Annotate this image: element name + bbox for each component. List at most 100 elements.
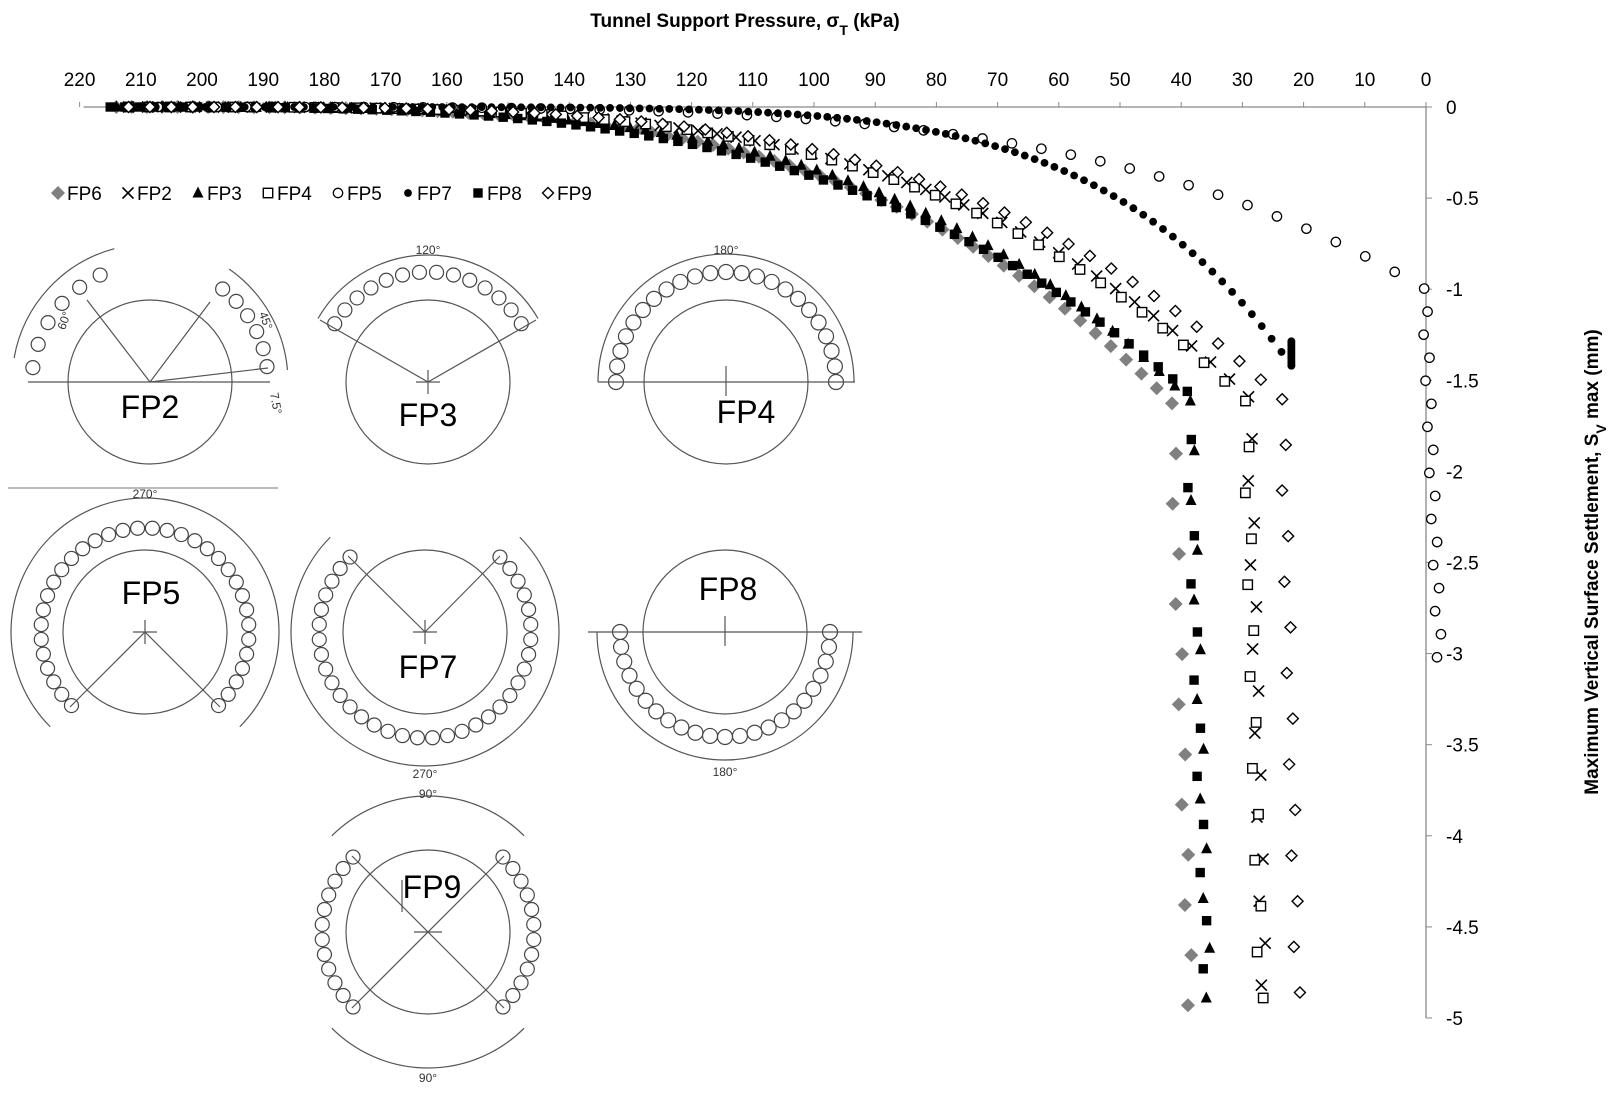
- data-point: [1065, 149, 1077, 161]
- data-point: [542, 116, 552, 127]
- data-point: [1427, 444, 1439, 456]
- data-point: [1138, 350, 1149, 360]
- data-point: [971, 136, 980, 145]
- bead: [327, 873, 343, 889]
- bead: [321, 961, 337, 977]
- data-point: [1248, 625, 1260, 637]
- data-point: [852, 115, 861, 124]
- data-point: [586, 103, 595, 112]
- bead: [259, 358, 275, 375]
- data-point: [1124, 163, 1136, 174]
- data-point: [1168, 597, 1183, 612]
- y-tick-label: -1: [1446, 280, 1463, 301]
- bead: [817, 328, 835, 345]
- data-point: [685, 105, 693, 114]
- data-point: [1271, 211, 1283, 222]
- data-point: [1431, 651, 1443, 663]
- data-point: [951, 132, 960, 140]
- bead: [812, 667, 829, 684]
- radial-line: [149, 301, 211, 383]
- bead: [796, 692, 813, 709]
- y-tick-label: -1.5: [1446, 371, 1479, 392]
- data-point: [1080, 176, 1088, 185]
- data-point: [912, 124, 921, 133]
- data-point: [1006, 137, 1018, 149]
- data-point: [1243, 441, 1255, 453]
- bead: [101, 526, 117, 543]
- x-tick-label: 10: [1354, 70, 1375, 91]
- data-point: [909, 181, 920, 193]
- data-point: [847, 185, 858, 195]
- data-point: [888, 174, 900, 185]
- data-point: [629, 128, 639, 139]
- angle-label: 270°: [413, 767, 438, 781]
- data-point: [1291, 894, 1305, 908]
- legend-marker: [51, 186, 65, 200]
- bead: [658, 281, 675, 298]
- data-point: [1275, 392, 1289, 406]
- data-point: [1198, 819, 1209, 830]
- bead: [637, 692, 654, 709]
- data-point: [842, 174, 854, 186]
- legend-item-fp9: FP9: [541, 184, 592, 205]
- data-point: [971, 207, 982, 219]
- data-point: [720, 126, 734, 140]
- bead: [810, 314, 827, 331]
- bead: [228, 293, 244, 309]
- data-point: [1189, 675, 1199, 685]
- data-point: [906, 209, 916, 219]
- data-point: [546, 103, 555, 112]
- data-point: [950, 198, 962, 210]
- data-point: [527, 115, 538, 125]
- bead: [523, 631, 539, 648]
- bead: [773, 712, 790, 729]
- data-point: [1281, 529, 1295, 543]
- legend-label: FP4: [277, 184, 312, 205]
- bead: [220, 562, 236, 578]
- x-tick-label: 170: [370, 70, 402, 91]
- data-point: [996, 258, 1011, 273]
- data-point: [656, 117, 670, 131]
- data-point: [658, 133, 669, 144]
- data-point: [1191, 692, 1203, 704]
- data-point: [1282, 757, 1296, 771]
- axes: 220 210 200 190 180 170 160 150 140 130 120 110 100 9…: [64, 70, 1479, 1030]
- data-point: [1044, 278, 1056, 290]
- data-point: [1119, 352, 1134, 367]
- data-point: [1201, 915, 1212, 926]
- diagram-fp8: FP8 180°: [588, 549, 862, 779]
- bead: [502, 687, 518, 704]
- angle-arc: [10, 497, 280, 728]
- angle-label: 90°: [419, 787, 437, 801]
- data-point: [1254, 373, 1268, 387]
- data-point: [1189, 531, 1200, 541]
- angle-arc: [331, 795, 525, 837]
- diagram-label: FP7: [399, 649, 458, 685]
- bead: [616, 653, 633, 670]
- data-point: [1022, 269, 1032, 279]
- data-point: [1168, 446, 1183, 461]
- data-point: [1094, 155, 1106, 167]
- legend: FP6 FP2 FP3 FP4 FP5 FP7 FP8 FP9: [51, 184, 592, 205]
- bead: [332, 687, 348, 704]
- data-point: [1184, 394, 1196, 406]
- data-point: [920, 215, 931, 226]
- data-point: [506, 105, 520, 119]
- bead: [760, 719, 777, 736]
- diagram-label: FP8: [699, 571, 758, 607]
- data-point: [122, 100, 136, 114]
- data-point: [570, 109, 584, 123]
- data-point: [1277, 348, 1286, 356]
- data-point: [922, 126, 930, 134]
- data-point: [625, 104, 634, 113]
- data-point: [991, 217, 1003, 229]
- bead: [63, 550, 80, 567]
- series-fp4: [123, 101, 1269, 1004]
- bead: [621, 667, 638, 684]
- data-point: [1062, 237, 1076, 251]
- data-point: [716, 146, 727, 156]
- data-point: [1195, 867, 1205, 878]
- data-point: [1153, 362, 1163, 372]
- bead: [324, 675, 340, 691]
- data-point: [292, 100, 306, 114]
